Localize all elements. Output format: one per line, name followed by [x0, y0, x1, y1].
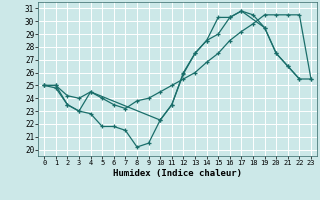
X-axis label: Humidex (Indice chaleur): Humidex (Indice chaleur) [113, 169, 242, 178]
